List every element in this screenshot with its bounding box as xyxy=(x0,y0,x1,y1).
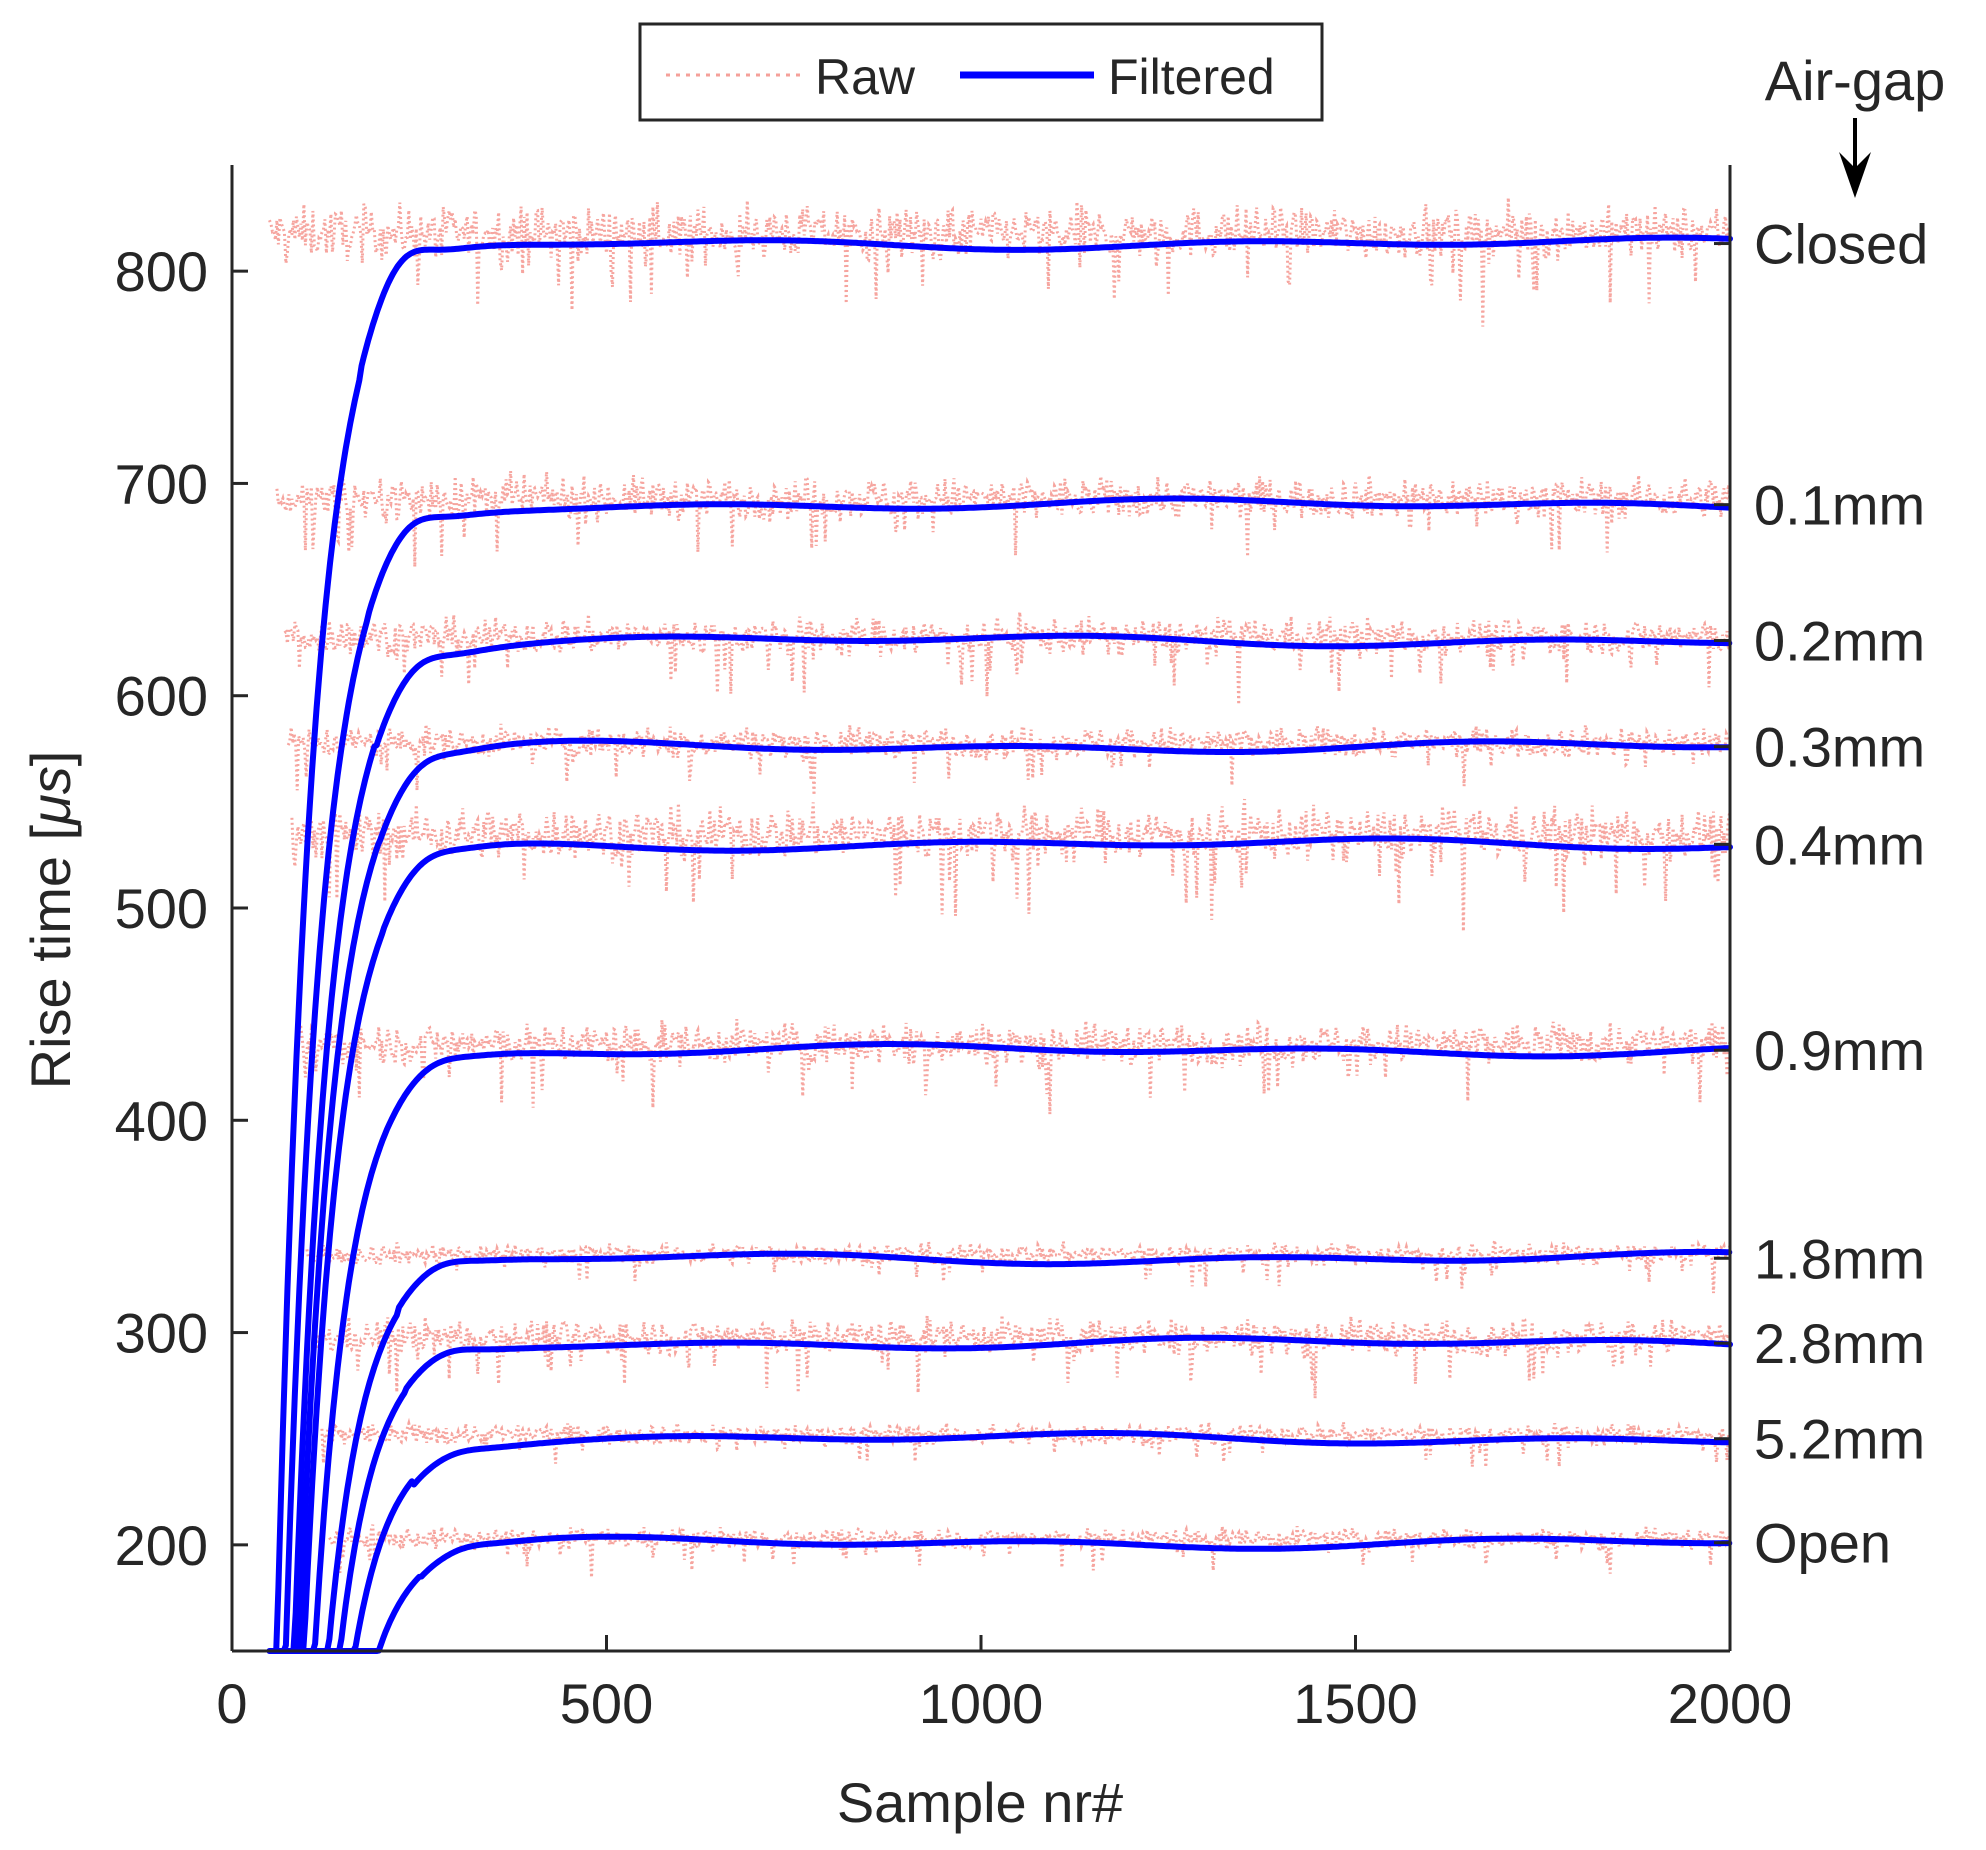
filtered-series-2.8mm xyxy=(311,1334,1733,1654)
airgap-label-0.1mm: 0.1mm xyxy=(1754,474,1925,537)
x-tick-label-500: 500 xyxy=(560,1672,653,1735)
raw-series-0.3mm xyxy=(286,723,1731,796)
raw-series-Closed xyxy=(268,197,1732,327)
y-axis-label: Rise time [μs] xyxy=(19,751,82,1090)
raw-series-0.9mm xyxy=(299,1019,1732,1115)
airgap-label-0.2mm: 0.2mm xyxy=(1754,610,1925,673)
airgap-labels: Closed 0.1mm 0.2mm 0.3mm 0.4mm 0.9mm 1.8mm 2.8m… xyxy=(1714,213,1928,1575)
y-tick-label-400: 400 xyxy=(115,1089,208,1152)
airgap-title: Air-gap xyxy=(1765,49,1946,112)
raw-series-Open xyxy=(328,1523,1732,1578)
filtered-series-1.8mm xyxy=(303,1248,1733,1654)
x-tick-label-2000: 2000 xyxy=(1668,1672,1793,1735)
y-tick-label-800: 800 xyxy=(115,240,208,303)
y-tick-label-600: 600 xyxy=(115,665,208,728)
y-axis-label-unit: μs xyxy=(19,766,82,827)
filtered-series-0.2mm xyxy=(281,632,1733,1654)
airgap-arrow-icon xyxy=(1839,118,1871,198)
legend-raw-label: Raw xyxy=(815,49,916,105)
airgap-label-1.8mm: 1.8mm xyxy=(1754,1227,1925,1290)
y-axis-label-suffix: ] xyxy=(19,751,82,767)
airgap-label-0.9mm: 0.9mm xyxy=(1754,1019,1925,1082)
airgap-label-Open: Open xyxy=(1754,1512,1891,1575)
filtered-series-0.4mm xyxy=(288,835,1733,1654)
filtered-series-5.2mm xyxy=(318,1430,1732,1654)
legend-filtered-label: Filtered xyxy=(1108,49,1275,105)
x-axis-label: Sample nr# xyxy=(837,1771,1123,1834)
x-tick-label-1500: 1500 xyxy=(1293,1672,1418,1735)
raw-series-0.4mm xyxy=(290,798,1732,932)
legend: Raw Filtered xyxy=(638,22,1324,122)
airgap-label-0.3mm: 0.3mm xyxy=(1754,716,1925,779)
filtered-series-0.3mm xyxy=(285,737,1732,1654)
y-tick-label-300: 300 xyxy=(115,1302,208,1365)
raw-series-2.8mm xyxy=(312,1315,1732,1399)
filtered-series-0.1mm xyxy=(273,495,1732,1654)
airgap-label-Closed: Closed xyxy=(1754,213,1928,276)
raw-series-1.8mm xyxy=(305,1239,1732,1294)
y-tick-label-500: 500 xyxy=(115,877,208,940)
y-axis-label-prefix: Rise time [ xyxy=(19,824,82,1089)
filtered-series-0.9mm xyxy=(296,1041,1732,1654)
filtered-series-layer xyxy=(266,234,1733,1654)
airgap-label-2.8mm: 2.8mm xyxy=(1754,1312,1925,1375)
filtered-series-Closed xyxy=(266,234,1733,1654)
y-tick-label-700: 700 xyxy=(115,452,208,515)
airgap-label-0.4mm: 0.4mm xyxy=(1754,813,1925,876)
airgap-label-5.2mm: 5.2mm xyxy=(1754,1408,1925,1471)
filtered-series-Open xyxy=(326,1533,1733,1654)
x-tick-label-1000: 1000 xyxy=(919,1672,1044,1735)
raw-series-layer xyxy=(268,197,1732,1578)
raw-series-0.2mm xyxy=(283,611,1732,705)
raw-series-0.1mm xyxy=(275,470,1732,567)
axes: 0 500 1000 1500 2000 200 300 400 500 600 700 800 xyxy=(115,165,1793,1735)
x-tick-label-0: 0 xyxy=(216,1672,247,1735)
y-tick-label-200: 200 xyxy=(115,1514,208,1577)
